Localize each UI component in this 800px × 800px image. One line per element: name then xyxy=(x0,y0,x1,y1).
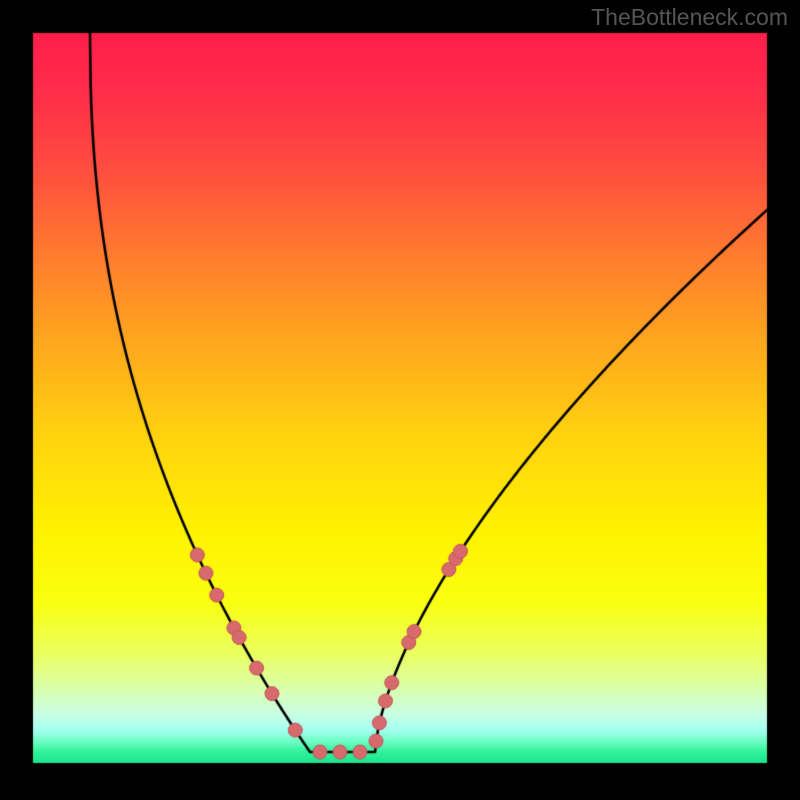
chart-stage: TheBottleneck.com xyxy=(0,0,800,800)
plot-canvas xyxy=(0,0,800,800)
watermark-text: TheBottleneck.com xyxy=(591,4,788,31)
